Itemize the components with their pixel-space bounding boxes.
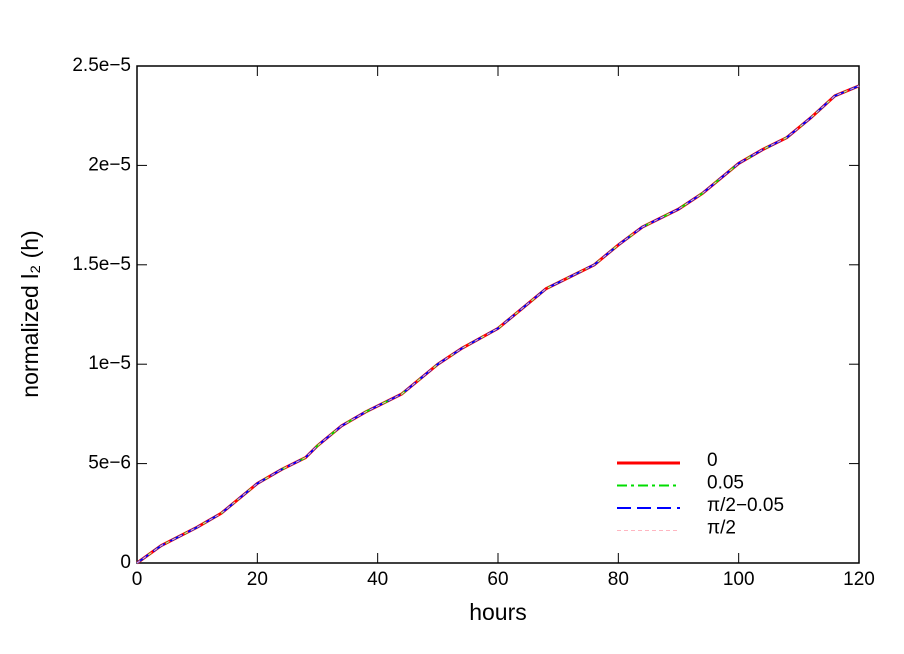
legend-label: π/2−0.05 [707,495,784,516]
x-tick-label: 100 [723,569,755,590]
y-tick-label: 1e−5 [88,353,131,374]
y-tick-label: 2.5e−5 [72,55,131,76]
y-tick-label: 1.5e−5 [72,254,131,275]
legend-label: 0 [707,450,718,471]
x-tick-label: 40 [367,569,388,590]
legend-label: π/2 [707,518,736,539]
x-tick-label: 20 [247,569,268,590]
y-tick-label: 2e−5 [88,154,131,175]
y-axis-title: normalized l₂ (h) [17,230,43,397]
x-tick-label: 0 [132,569,143,590]
x-tick-label: 60 [487,569,508,590]
y-tick-label: 5e−6 [88,453,131,474]
series-line [136,84,860,564]
plot-frame [136,65,860,564]
x-tick-label: 80 [608,569,629,590]
x-tick-label: 120 [843,569,875,590]
y-tick-label: 0 [120,552,131,573]
legend-label: 0.05 [707,473,744,494]
x-axis-title: hours [469,599,527,625]
series-line [136,85,860,564]
